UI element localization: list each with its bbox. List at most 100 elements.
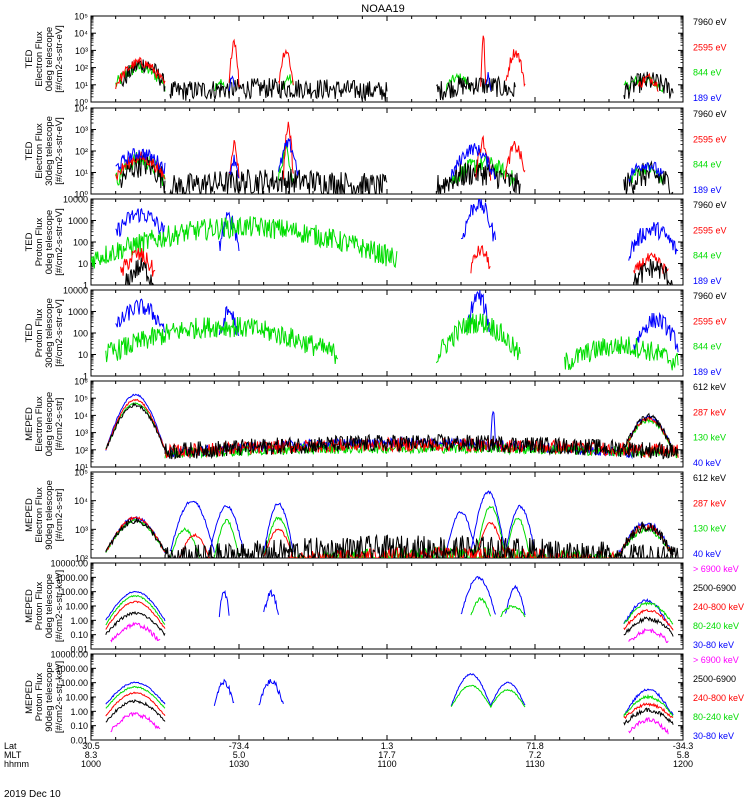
series-green — [91, 216, 398, 269]
series-group — [105, 490, 679, 558]
series-black — [120, 153, 674, 194]
legend-entry: 7960 eV — [693, 109, 727, 119]
y-tick-label: 100.00 — [60, 678, 88, 688]
y-tick-label: 10⁵ — [74, 12, 88, 22]
legend-entry: 240-800 keV — [693, 602, 744, 612]
y-tick-label: 1000 — [68, 307, 88, 317]
y-tick-label: 10² — [75, 554, 88, 564]
y-tick-label: 10³ — [75, 125, 88, 135]
y-tick-label: 0.10 — [70, 721, 88, 731]
x-axis-row-label: hhmm — [4, 759, 29, 769]
y-axis-label-line: [#/cm2-s-str-eV] — [54, 25, 65, 93]
x-axis-row-label: MLT — [4, 750, 22, 760]
series-green — [115, 61, 664, 93]
y-tick-label: 10.00 — [65, 602, 88, 612]
legend-entry: 30-80 keV — [693, 731, 734, 741]
y-tick-label: 100.00 — [60, 587, 88, 597]
series-group — [105, 290, 679, 371]
legend-entry: 844 eV — [693, 68, 722, 78]
x-tick-label-hhmm: 1000 — [81, 759, 101, 769]
panel-frame — [90, 562, 684, 650]
legend-entry: 844 eV — [693, 160, 722, 170]
y-tick-label: 0.01 — [70, 736, 88, 746]
x-tick-label-mlt: 5.0 — [233, 750, 246, 760]
y-axis-label-line: [#/cm2-s-str-eV] — [54, 299, 65, 367]
y-tick-label: 10⁴ — [74, 104, 88, 114]
y-axis-label-line: 0deg telescope — [44, 574, 55, 638]
legend-entry: 287 keV — [693, 407, 726, 417]
y-tick-label: 1.00 — [70, 616, 88, 626]
legend-entry: 7960 eV — [693, 200, 727, 210]
series-red — [115, 121, 526, 182]
y-tick-label: 10⁶ — [74, 377, 88, 387]
series-black — [105, 402, 679, 460]
y-tick-label: 10 — [78, 350, 88, 360]
x-tick-label-mlt: 8.3 — [85, 750, 98, 760]
series-group — [105, 393, 679, 460]
series-group — [91, 199, 679, 285]
series-red — [120, 245, 669, 277]
y-axis-label-line: Electron Flux — [34, 487, 45, 543]
panel-3: 1 10 100 1000 10000 TED Proton Flux 0deg telesc… — [24, 195, 727, 291]
panel-frame — [90, 471, 684, 559]
y-tick-label: 10³ — [75, 525, 88, 535]
y-tick-label: 10⁵ — [74, 468, 88, 478]
series-green — [105, 313, 679, 371]
plot-title: NOAA19 — [361, 3, 404, 15]
series-magenta — [110, 712, 669, 735]
legend-entry: 287 keV — [693, 498, 726, 508]
legend-entry: 612 keV — [693, 473, 726, 483]
legend-entry: 189 eV — [693, 185, 722, 195]
x-tick-label-lat: -34.3 — [673, 741, 694, 751]
y-tick-label: 10² — [75, 147, 88, 157]
y-tick-label: 10³ — [75, 428, 88, 438]
y-axis-label-line: TED — [24, 49, 35, 68]
y-axis-label-line: 90deg telescope — [44, 662, 55, 732]
panel-7: 0.01 0.10 1.00 10.00 100.00 1000.00 10000.00 ME… — [24, 559, 744, 655]
y-tick-label: 10000 — [63, 195, 88, 205]
x-tick-label-mlt: 7.2 — [529, 750, 542, 760]
y-tick-label: 10.00 — [65, 693, 88, 703]
legend-entry: 2595 eV — [693, 134, 727, 144]
y-tick-label: 10⁴ — [74, 29, 88, 39]
series-group — [115, 121, 674, 194]
series-magenta — [110, 621, 669, 643]
series-red — [105, 516, 674, 558]
panel-2: 10⁰ 10¹ 10² 10³ 10⁴ TED Electron Flux 30deg tel… — [24, 104, 727, 200]
series-blue — [115, 199, 679, 261]
y-axis-label-line: MEPED — [24, 589, 35, 623]
y-axis-label-line: Proton Flux — [34, 217, 45, 266]
y-tick-label: 10² — [75, 445, 88, 455]
x-tick-label-lat: 71.8 — [526, 741, 544, 751]
legend-entry: 40 keV — [693, 458, 721, 468]
y-axis-label-line: Electron Flux — [34, 31, 45, 87]
y-axis-label-line: Proton Flux — [34, 672, 45, 721]
legend-entry: 189 eV — [693, 276, 722, 286]
y-axis-label-line: Proton Flux — [34, 581, 45, 630]
y-axis-label-line: [#/cm2-s-str-keV] — [54, 570, 65, 642]
series-blue — [105, 673, 674, 716]
legend-entry: 240-800 keV — [693, 693, 744, 703]
series-red — [105, 691, 674, 720]
legend-entry: > 6900 keV — [693, 655, 739, 665]
y-tick-label: 1000.00 — [55, 664, 88, 674]
series-red — [105, 600, 674, 631]
y-tick-label: 0.01 — [70, 645, 88, 655]
legend-entry: 2595 eV — [693, 316, 727, 326]
y-tick-label: 10000.00 — [50, 650, 88, 660]
legend-entry: 130 keV — [693, 433, 726, 443]
x-tick-label-hhmm: 1030 — [229, 759, 249, 769]
y-axis-label-line: 0deg telescope — [44, 392, 55, 456]
y-axis-label-line: TED — [24, 323, 35, 342]
legend-entry: 189 eV — [693, 367, 722, 377]
panel-1: 10⁰ 10¹ 10² 10³ 10⁴ 10⁵ TED Electron Flux 0deg t… — [24, 12, 727, 108]
legend-entry: 189 eV — [693, 93, 722, 103]
legend-entry: > 6900 keV — [693, 564, 739, 574]
legend-entry: 30-80 keV — [693, 640, 734, 650]
y-tick-label: 10 — [78, 259, 88, 269]
y-tick-label: 100 — [73, 238, 88, 248]
panel-5: 10¹ 10² 10³ 10⁴ 10⁵ 10⁶ MEPED Electron Flux 0deg… — [24, 377, 726, 473]
y-axis-label-line: 0deg telescope — [44, 27, 55, 91]
y-tick-label: 10¹ — [75, 168, 88, 178]
